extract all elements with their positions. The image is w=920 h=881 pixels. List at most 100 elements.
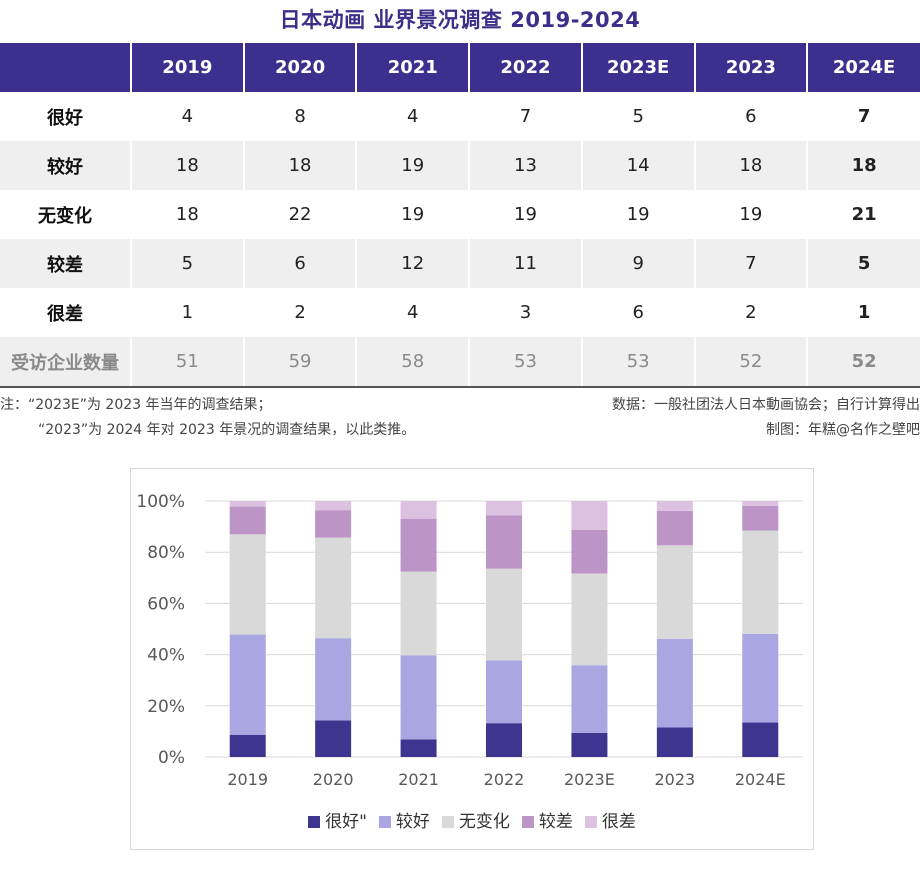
- notes-right: 数据：一般社团法人日本動画協会；自行计算得出 制图：年糕@名作之壁吧: [612, 393, 920, 443]
- table-cell: 19: [693, 190, 808, 239]
- bar-segment: [742, 722, 779, 757]
- bar-segment: [229, 501, 266, 507]
- y-tick-label: 0%: [158, 748, 185, 768]
- row-label: 受访企业数量: [0, 337, 131, 388]
- bar-segment: [656, 501, 693, 511]
- table-cell: 52: [806, 337, 920, 388]
- table-cell: 6: [580, 288, 695, 337]
- bar-segment: [486, 515, 522, 569]
- y-tick-label: 40%: [147, 646, 185, 666]
- table-cell: 8: [242, 92, 357, 141]
- page-title: 日本动画 业界景况调查 2019-2024: [279, 8, 641, 32]
- table-cell: 18: [130, 141, 244, 190]
- row-label: 无变化: [0, 190, 131, 239]
- table-cell: 3: [468, 288, 582, 337]
- bar-segment: [229, 534, 266, 635]
- credit-note: 制图：年糕@名作之壁吧: [766, 422, 920, 438]
- bar-segment: [315, 501, 352, 511]
- legend-item: 较差: [521, 807, 573, 832]
- bar-segment: [742, 633, 779, 723]
- bar-segment: [486, 723, 522, 757]
- bar-segment: [656, 727, 693, 757]
- chart-legend: 很好" 较好 无变化 较差 很差: [131, 807, 813, 832]
- table-cell: 2: [693, 288, 808, 337]
- legend-label: 很差: [601, 812, 636, 832]
- bar-segment: [486, 568, 522, 661]
- bar-segment: [315, 537, 352, 639]
- y-tick-label: 80%: [147, 543, 185, 563]
- table-row: 较好 18 18 19 13 14 18 18: [0, 141, 920, 190]
- table-row: 无变化 18 22 19 19 19 19 21: [0, 190, 920, 239]
- x-tick-label: 2021: [398, 770, 439, 789]
- table-cell: 7: [806, 92, 920, 141]
- y-tick-label: 20%: [147, 697, 185, 717]
- header-cell-2024e: 2024E: [806, 43, 920, 92]
- bar-segment: [571, 501, 608, 530]
- table-cell: 11: [468, 239, 582, 288]
- stacked-bar-chart: 0% 20% 40% 60% 80% 100% 2019 2020 2021 2022 2023E 2…: [130, 468, 814, 850]
- table-cell: 1: [130, 288, 244, 337]
- legend-label: 较差: [538, 812, 573, 832]
- table-cell: 18: [693, 141, 808, 190]
- table-cell: 5: [580, 92, 695, 141]
- bar-segment: [400, 501, 437, 519]
- bar-segment: [571, 665, 608, 733]
- header-cell-2023: 2023: [693, 43, 808, 92]
- table-cell: 19: [355, 190, 470, 239]
- table-cell: 1: [806, 288, 920, 337]
- table-cell: 21: [806, 190, 920, 239]
- table-row: 很好 4 8 4 7 5 6 7: [0, 92, 920, 141]
- table-cell: 18: [130, 190, 244, 239]
- bar-segment: [315, 720, 352, 757]
- x-tick-label: 2022: [484, 770, 525, 789]
- bar-segment: [742, 501, 779, 506]
- table-cell: 58: [355, 337, 470, 388]
- bar-segment: [656, 545, 693, 639]
- bar-segment: [315, 510, 352, 538]
- table-cell: 14: [580, 141, 695, 190]
- table-cell: 53: [468, 337, 582, 388]
- table-cell: 2: [242, 288, 357, 337]
- header-cell-2020: 2020: [242, 43, 357, 92]
- legend-swatch: [308, 816, 321, 828]
- table-cell: 22: [242, 190, 357, 239]
- bar-segment: [486, 660, 522, 724]
- bar-segment: [400, 739, 437, 757]
- row-label: 很差: [0, 288, 131, 337]
- x-tick-label: 2020: [313, 770, 354, 789]
- table-cell: 5: [130, 239, 244, 288]
- header-cell-empty: [0, 43, 131, 92]
- table-cell: 9: [580, 239, 695, 288]
- legend-label: 较好: [395, 812, 430, 832]
- x-tick-label: 2023: [654, 770, 695, 789]
- bar-segment: [400, 571, 437, 656]
- table-cell: 7: [693, 239, 808, 288]
- table-cell: 5: [806, 239, 920, 288]
- legend-swatch: [584, 816, 597, 828]
- legend-item: 无变化: [441, 807, 510, 832]
- legend-swatch: [521, 816, 534, 828]
- survey-table: 2019 2020 2021 2022 2023E 2023 2024E 很好 …: [0, 43, 920, 388]
- x-tick-label: 2019: [227, 770, 268, 789]
- table-cell: 59: [242, 337, 357, 388]
- table-cell: 7: [468, 92, 582, 141]
- bar-segment: [571, 529, 608, 574]
- bar-segment: [571, 573, 608, 666]
- table-cell: 13: [468, 141, 582, 190]
- table-cell: 6: [693, 92, 808, 141]
- table-row: 受访企业数量 51 59 58 53 53 52 52: [0, 337, 920, 388]
- x-tick-label: 2023E: [564, 770, 615, 789]
- bar-segment: [486, 501, 522, 516]
- table-cell: 19: [468, 190, 582, 239]
- table-cell: 19: [355, 141, 470, 190]
- bar-segment: [571, 732, 608, 757]
- chart-svg: 0% 20% 40% 60% 80% 100% 2019 2020 2021 2022 2023E 2…: [136, 492, 803, 789]
- bar-segment: [229, 734, 266, 757]
- note-line: “2023”为 2024 年对 2023 年景况的调查结果，以此类推。: [38, 422, 416, 438]
- bar-segment: [400, 518, 437, 572]
- table-cell: 52: [693, 337, 808, 388]
- table-cell: 18: [806, 141, 920, 190]
- table-header-row: 2019 2020 2021 2022 2023E 2023 2024E: [0, 43, 920, 92]
- bar-segment: [229, 634, 266, 735]
- table-cell: 4: [355, 92, 470, 141]
